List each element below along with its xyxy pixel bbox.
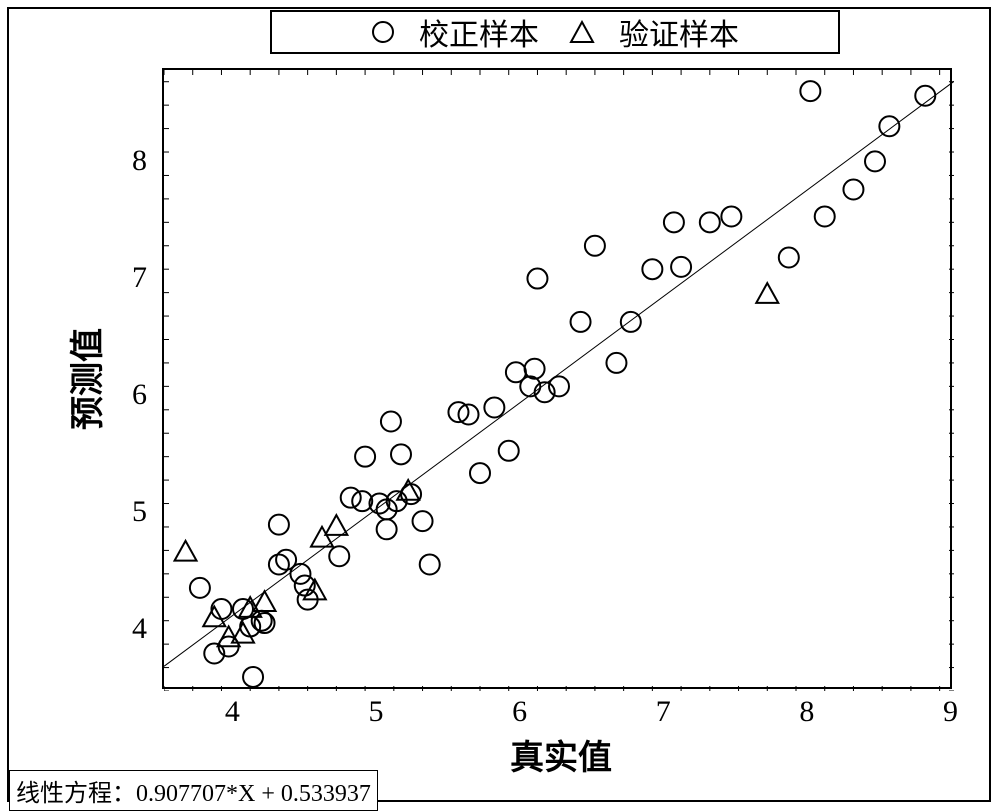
triangle-icon <box>569 20 595 44</box>
y-tick-label: 4 <box>132 612 147 646</box>
legend-label-validation: 验证样本 <box>619 10 739 54</box>
legend: 校正样本 验证样本 <box>270 10 840 54</box>
legend-label-calibration: 校正样本 <box>419 10 539 54</box>
plot-area <box>162 68 952 689</box>
x-tick-label: 7 <box>656 695 671 729</box>
x-axis-label: 真实值 <box>510 730 612 779</box>
y-tick-label: 5 <box>132 495 147 529</box>
plot-svg <box>164 70 954 691</box>
y-tick-label: 7 <box>132 261 147 295</box>
x-tick-label: 4 <box>225 695 240 729</box>
x-tick-label: 8 <box>799 695 814 729</box>
x-tick-label: 9 <box>943 695 958 729</box>
legend-item-calibration: 校正样本 <box>371 10 539 54</box>
legend-item-validation: 验证样本 <box>569 10 739 54</box>
y-tick-label: 6 <box>132 378 147 412</box>
x-tick-label: 5 <box>368 695 383 729</box>
x-tick-label: 6 <box>512 695 527 729</box>
y-tick-label: 8 <box>132 144 147 178</box>
circle-icon <box>371 20 395 44</box>
equation-box: 线性方程：0.907707*X + 0.533937 <box>9 770 378 811</box>
y-axis-label: 预测值 <box>60 328 109 430</box>
